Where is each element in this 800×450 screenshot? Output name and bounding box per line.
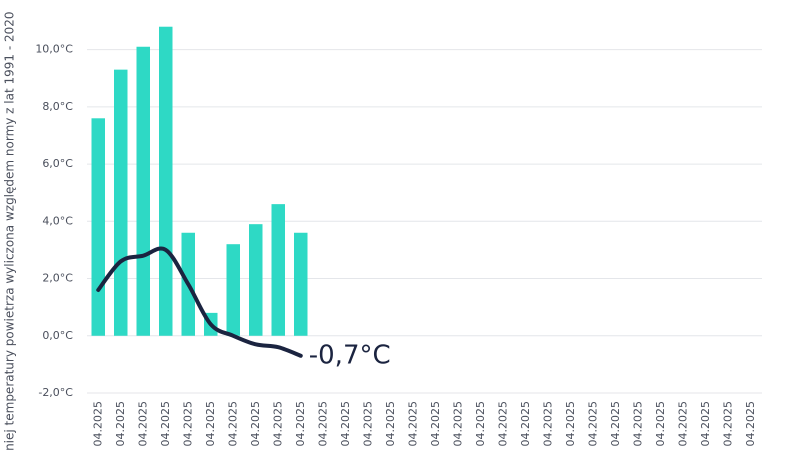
- x-tick-label: 04.2025: [136, 401, 149, 447]
- x-tick-label: 04.2025: [541, 401, 554, 447]
- x-tick-label: 04.2025: [699, 401, 712, 447]
- x-tick-label: 04.2025: [181, 401, 194, 447]
- bar: [159, 26, 173, 336]
- x-tick-label: 04.2025: [609, 401, 622, 447]
- x-tick-label: 04.2025: [226, 401, 239, 447]
- x-tick-label: 04.2025: [294, 401, 307, 447]
- x-tick-label: 04.2025: [496, 401, 509, 447]
- x-tick-label: 04.2025: [91, 401, 104, 447]
- bar: [226, 244, 240, 336]
- x-tick-label: 04.2025: [384, 401, 397, 447]
- x-tick-label: 04.2025: [744, 401, 757, 447]
- x-tick-label: 04.2025: [429, 401, 442, 447]
- bar: [271, 204, 285, 336]
- y-tick-label: 10,0°C: [35, 43, 73, 56]
- y-axis-label: dniej temperatury powietrza wyliczona wz…: [3, 11, 17, 450]
- x-tick-label: 04.2025: [159, 401, 172, 447]
- x-tick-label: 04.2025: [631, 401, 644, 447]
- x-tick-label: 04.2025: [654, 401, 667, 447]
- x-tick-label: 04.2025: [721, 401, 734, 447]
- y-tick-label: 2,0°C: [42, 272, 73, 285]
- data-label: -0,7°C: [309, 340, 391, 370]
- bar: [249, 224, 263, 336]
- x-tick-label: 04.2025: [361, 401, 374, 447]
- bar: [114, 69, 128, 336]
- x-tick-label: 04.2025: [519, 401, 532, 447]
- x-tick-label: 04.2025: [316, 401, 329, 447]
- x-tick-label: 04.2025: [676, 401, 689, 447]
- y-tick-label: 6,0°C: [42, 157, 73, 170]
- x-tick-label: 04.2025: [271, 401, 284, 447]
- y-tick-label: 0,0°C: [42, 329, 73, 342]
- x-tick-label: 04.2025: [564, 401, 577, 447]
- x-tick-label: 04.2025: [249, 401, 262, 447]
- x-tick-label: 04.2025: [204, 401, 217, 447]
- bar: [294, 232, 308, 336]
- x-tick-label: 04.2025: [474, 401, 487, 447]
- line: [96, 246, 303, 358]
- x-tick-label: 04.2025: [339, 401, 352, 447]
- x-tick-label: 04.2025: [406, 401, 419, 447]
- bar: [136, 46, 150, 336]
- x-tick-label: 04.2025: [586, 401, 599, 447]
- x-tick-label: 04.2025: [451, 401, 464, 447]
- x-tick-label: 04.2025: [114, 401, 127, 447]
- bar: [91, 118, 105, 336]
- y-tick-label: 8,0°C: [42, 100, 73, 113]
- y-tick-label: -2,0°C: [38, 386, 73, 399]
- y-tick-label: 4,0°C: [42, 214, 73, 227]
